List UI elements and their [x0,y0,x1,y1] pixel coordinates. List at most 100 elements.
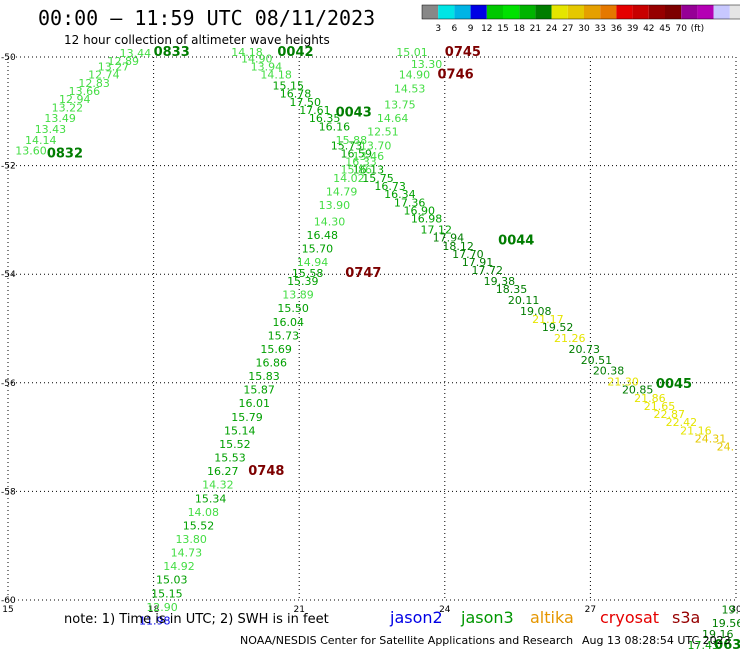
swh-value: 13.43 [35,123,66,136]
swh-value: 15.79 [231,411,263,424]
track-a: 13.6014.1413.4313.4913.2212.9413.6612.83… [15,47,151,158]
swh-value: 21.26 [554,332,586,345]
swh-value: 13.90 [319,199,351,212]
colorbar-label: 15 [497,24,508,34]
swh-value: 15.01 [396,46,428,59]
swh-value: 13.80 [175,533,207,546]
colorbar-swatch [697,5,714,19]
lon-tick-label: 24 [439,605,451,615]
lat-tick-label: -50 [1,53,16,63]
pass-time-label: 0045 [656,377,692,392]
swh-value: 17.91 [462,256,494,269]
swh-value: 15.58 [292,267,324,280]
swh-value: 15.52 [183,519,215,532]
lon-tick-label: 18 [148,605,160,615]
swh-value: 21.30 [607,376,639,389]
colorbar-swatch [454,5,471,19]
swh-value: 14.90 [399,69,431,82]
swh-value: 15.50 [277,302,309,315]
swh-value: 15.70 [302,242,334,255]
swh-value: 20.11 [508,294,539,307]
colorbar-swatch [535,5,552,19]
colorbar-swatch [584,5,601,19]
colorbar-label: 9 [468,24,474,34]
colorbar-swatch [422,5,439,19]
colorbar-label: (ft) [691,24,705,34]
pass-time-label: 0043 [336,106,372,121]
colorbar-swatch [665,5,682,19]
swh-value: 18.12 [442,240,474,253]
swh-value: 13.46 [353,150,385,163]
swh-value: 17.43 [687,639,719,650]
swh-value: 16.48 [306,229,338,242]
swh-value: 13.22 [52,101,84,114]
swh-value: 24.31 [695,433,727,446]
colorbar-label: 70 [675,24,687,34]
swh-value: 14.32 [202,479,234,492]
lat-tick-label: -58 [1,487,16,497]
swh-value: 16.73 [374,180,406,193]
colorbar-label: 36 [611,24,623,34]
pass-time-label: 0745 [445,45,481,60]
swh-value: 14.14 [25,134,56,147]
swh-value: 13.27 [98,61,130,74]
swh-value: 24. [717,441,735,454]
swh-value: 12.83 [78,77,110,90]
generated-timestamp: Aug 13 08:28:54 UTC 2023 [582,634,731,647]
swh-value: 15.83 [248,370,279,383]
swh-value: 14.64 [377,112,409,125]
swh-value: 16.34 [384,188,416,201]
colorbar-label: 39 [627,24,639,34]
swh-value: 15.87 [243,384,274,397]
pass-time-label: 0748 [248,464,284,479]
swh-value: 12.90 [146,601,178,614]
swh-value: 15.39 [287,275,319,288]
swh-value: 13.44 [120,47,152,60]
swh-value: 13.30 [411,58,443,71]
swh-value: 14.02 [333,172,365,185]
swh-value: 21.65 [644,400,676,413]
swh-value: 15.69 [260,343,292,356]
swh-value: 12.51 [367,126,399,139]
swh-value: 15.73 [268,329,300,342]
swh-value: 15.75 [362,172,394,185]
colorbar-swatch [503,5,520,19]
swh-value: 20.51 [581,354,613,367]
colorbar-label: 45 [659,24,670,34]
swh-value: 15.03 [156,574,188,587]
colorbar-label: 3 [435,24,441,34]
map-title: 00:00 – 11:59 UTC 08/11/2023 [38,6,376,30]
swh-value: 13.70 [360,139,392,152]
altimeter-tracks: 13.6014.1413.4313.4913.2212.9413.6612.83… [15,46,740,650]
swh-value: 15.15 [151,587,183,600]
legend-altika: altika [530,608,574,627]
lon-tick-label: 27 [585,605,596,615]
swh-value: 15.73 [331,139,363,152]
colorbar-swatch [470,5,487,19]
swh-value: 12.89 [107,55,139,68]
colorbar-label: 18 [513,24,525,34]
swh-value: 17.61 [299,104,331,117]
credit-line: NOAA/NESDIS Center for Satellite Applica… [240,634,574,647]
lon-tick-label: 21 [293,605,304,615]
swh-value: 15.52 [219,438,251,451]
swh-value: 15.15 [273,80,305,93]
swh-value: 12.94 [59,93,91,106]
swh-value: 16.78 [280,88,312,101]
swh-value: 13.49 [44,112,76,125]
footnote: note: 1) Time is in UTC; 2) SWH is in fe… [64,612,329,627]
colorbar-label: 42 [643,24,654,34]
swh-value: 14.18 [231,46,263,59]
swh-value: 21.16 [680,424,712,437]
swh-value: 14.79 [326,185,358,198]
swh-value: 16.27 [207,465,239,478]
track-c: 15.0113.3014.9014.5313.7514.6412.5113.70… [139,46,442,628]
map-subtitle: 12 hour collection of altimeter wave hei… [64,33,330,47]
swh-value: 16.33 [345,156,377,169]
swh-value: 21.17 [532,313,564,326]
swh-value: 16.16 [319,120,351,133]
swh-value: 13.75 [384,99,416,112]
swh-value: 16.01 [239,397,270,410]
